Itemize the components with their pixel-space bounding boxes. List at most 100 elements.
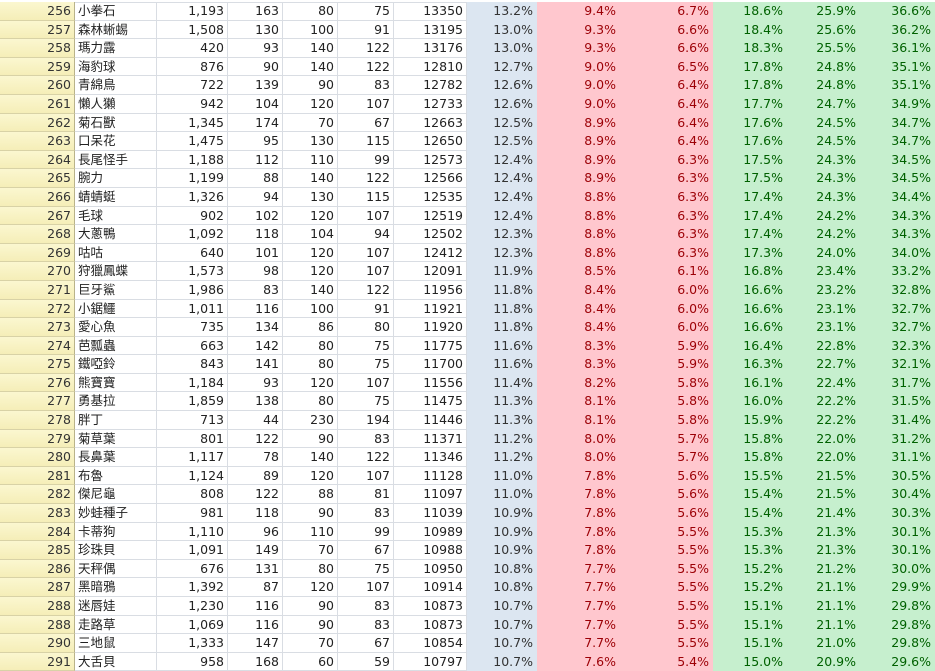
value-cell[interactable]: 44 bbox=[228, 411, 283, 430]
value-cell[interactable]: 89 bbox=[228, 466, 283, 486]
name-cell[interactable]: 口呆花 bbox=[75, 132, 157, 151]
percent-cell-green[interactable]: 22.4% bbox=[787, 373, 860, 393]
percent-cell-red[interactable]: 8.1% bbox=[537, 411, 620, 430]
row-header[interactable]: 290 bbox=[0, 634, 75, 653]
percent-cell-red[interactable]: 5.5% bbox=[620, 597, 713, 616]
percent-cell-green[interactable]: 31.2% bbox=[860, 429, 935, 449]
value-cell[interactable]: 1,345 bbox=[157, 113, 228, 133]
percent-cell-green[interactable]: 21.1% bbox=[787, 597, 860, 616]
name-cell[interactable]: 大舌貝 bbox=[75, 652, 157, 671]
percent-cell-green[interactable]: 32.1% bbox=[860, 355, 935, 374]
value-cell[interactable]: 163 bbox=[228, 2, 283, 21]
name-cell[interactable]: 卡蒂狗 bbox=[75, 522, 157, 542]
name-cell[interactable]: 傑尼龜 bbox=[75, 485, 157, 505]
value-cell[interactable]: 90 bbox=[283, 76, 338, 95]
percent-cell-green[interactable]: 22.2% bbox=[787, 392, 860, 412]
percent-cell-blue[interactable]: 13.0% bbox=[467, 39, 537, 58]
name-cell[interactable]: 胖丁 bbox=[75, 411, 157, 430]
name-cell[interactable]: 咕咕 bbox=[75, 243, 157, 263]
percent-cell-blue[interactable]: 11.6% bbox=[467, 336, 537, 356]
row-header[interactable]: 279 bbox=[0, 429, 75, 449]
row-header[interactable]: 260 bbox=[0, 76, 75, 95]
name-cell[interactable]: 珍珠貝 bbox=[75, 541, 157, 560]
total-cell[interactable]: 11039 bbox=[394, 504, 467, 523]
total-cell[interactable]: 12091 bbox=[394, 262, 467, 281]
row-header[interactable]: 268 bbox=[0, 225, 75, 244]
percent-cell-blue[interactable]: 13.0% bbox=[467, 20, 537, 40]
percent-cell-red[interactable]: 6.4% bbox=[620, 132, 713, 151]
percent-cell-green[interactable]: 23.4% bbox=[787, 262, 860, 281]
value-cell[interactable]: 83 bbox=[338, 615, 394, 635]
percent-cell-green[interactable]: 34.3% bbox=[860, 206, 935, 226]
value-cell[interactable]: 75 bbox=[338, 559, 394, 579]
percent-cell-blue[interactable]: 11.2% bbox=[467, 429, 537, 449]
value-cell[interactable]: 91 bbox=[338, 20, 394, 40]
percent-cell-blue[interactable]: 12.3% bbox=[467, 243, 537, 263]
percent-cell-red[interactable]: 7.7% bbox=[537, 597, 620, 616]
name-cell[interactable]: 勇基拉 bbox=[75, 392, 157, 412]
value-cell[interactable]: 100 bbox=[283, 20, 338, 40]
value-cell[interactable]: 120 bbox=[283, 206, 338, 226]
percent-cell-red[interactable]: 8.1% bbox=[537, 392, 620, 412]
total-cell[interactable]: 12663 bbox=[394, 113, 467, 133]
percent-cell-green[interactable]: 21.4% bbox=[787, 504, 860, 523]
row-header[interactable]: 264 bbox=[0, 150, 75, 170]
value-cell[interactable]: 1,092 bbox=[157, 225, 228, 244]
percent-cell-red[interactable]: 5.5% bbox=[620, 522, 713, 542]
percent-cell-green[interactable]: 35.1% bbox=[860, 76, 935, 95]
percent-cell-red[interactable]: 8.0% bbox=[537, 448, 620, 467]
percent-cell-green[interactable]: 16.6% bbox=[713, 318, 787, 337]
percent-cell-red[interactable]: 6.3% bbox=[620, 150, 713, 170]
row-header[interactable]: 270 bbox=[0, 262, 75, 281]
percent-cell-blue[interactable]: 12.4% bbox=[467, 206, 537, 226]
value-cell[interactable]: 1,193 bbox=[157, 2, 228, 21]
value-cell[interactable]: 1,069 bbox=[157, 615, 228, 635]
value-cell[interactable]: 140 bbox=[283, 169, 338, 188]
percent-cell-red[interactable]: 8.4% bbox=[537, 299, 620, 319]
percent-cell-green[interactable]: 21.2% bbox=[787, 559, 860, 579]
value-cell[interactable]: 140 bbox=[283, 57, 338, 77]
percent-cell-green[interactable]: 36.6% bbox=[860, 2, 935, 21]
total-cell[interactable]: 10914 bbox=[394, 578, 467, 597]
percent-cell-green[interactable]: 31.1% bbox=[860, 448, 935, 467]
value-cell[interactable]: 90 bbox=[283, 615, 338, 635]
total-cell[interactable]: 12573 bbox=[394, 150, 467, 170]
value-cell[interactable]: 90 bbox=[283, 504, 338, 523]
total-cell[interactable]: 13350 bbox=[394, 2, 467, 21]
value-cell[interactable]: 112 bbox=[228, 150, 283, 170]
value-cell[interactable]: 122 bbox=[228, 429, 283, 449]
total-cell[interactable]: 11956 bbox=[394, 280, 467, 300]
name-cell[interactable]: 天秤偶 bbox=[75, 559, 157, 579]
percent-cell-red[interactable]: 5.5% bbox=[620, 634, 713, 653]
value-cell[interactable]: 91 bbox=[338, 299, 394, 319]
percent-cell-red[interactable]: 6.3% bbox=[620, 206, 713, 226]
percent-cell-green[interactable]: 15.2% bbox=[713, 578, 787, 597]
percent-cell-green[interactable]: 24.3% bbox=[787, 169, 860, 188]
value-cell[interactable]: 640 bbox=[157, 243, 228, 263]
percent-cell-red[interactable]: 9.3% bbox=[537, 39, 620, 58]
percent-cell-blue[interactable]: 12.3% bbox=[467, 225, 537, 244]
percent-cell-green[interactable]: 15.8% bbox=[713, 429, 787, 449]
value-cell[interactable]: 80 bbox=[283, 2, 338, 21]
percent-cell-green[interactable]: 34.5% bbox=[860, 169, 935, 188]
percent-cell-green[interactable]: 15.1% bbox=[713, 615, 787, 635]
total-cell[interactable]: 12502 bbox=[394, 225, 467, 244]
total-cell[interactable]: 11921 bbox=[394, 299, 467, 319]
percent-cell-blue[interactable]: 11.8% bbox=[467, 280, 537, 300]
percent-cell-green[interactable]: 29.8% bbox=[860, 597, 935, 616]
percent-cell-green[interactable]: 35.1% bbox=[860, 57, 935, 77]
percent-cell-green[interactable]: 16.8% bbox=[713, 262, 787, 281]
percent-cell-blue[interactable]: 13.2% bbox=[467, 2, 537, 21]
percent-cell-blue[interactable]: 12.5% bbox=[467, 132, 537, 151]
name-cell[interactable]: 長鼻葉 bbox=[75, 448, 157, 467]
value-cell[interactable]: 99 bbox=[338, 522, 394, 542]
percent-cell-red[interactable]: 6.6% bbox=[620, 39, 713, 58]
name-cell[interactable]: 鐵啞鈴 bbox=[75, 355, 157, 374]
percent-cell-blue[interactable]: 12.6% bbox=[467, 94, 537, 114]
value-cell[interactable]: 134 bbox=[228, 318, 283, 337]
percent-cell-red[interactable]: 6.3% bbox=[620, 187, 713, 207]
value-cell[interactable]: 78 bbox=[228, 448, 283, 467]
row-header[interactable]: 288 bbox=[0, 597, 75, 616]
value-cell[interactable]: 104 bbox=[283, 225, 338, 244]
percent-cell-green[interactable]: 36.1% bbox=[860, 39, 935, 58]
